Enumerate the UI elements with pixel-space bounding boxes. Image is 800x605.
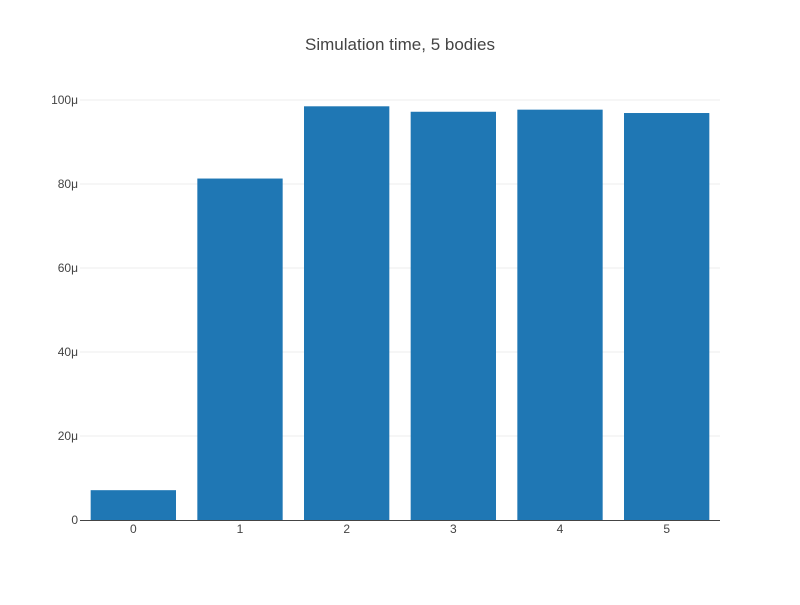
y-tick-label: 100μ <box>51 93 78 107</box>
y-tick-label: 0 <box>71 513 78 527</box>
x-tick-label: 2 <box>343 522 350 536</box>
bar[interactable] <box>517 109 603 520</box>
y-tick-label: 80μ <box>58 177 78 191</box>
x-tick-label: 3 <box>450 522 457 536</box>
bar[interactable] <box>624 113 710 521</box>
bars <box>90 106 710 521</box>
bar[interactable] <box>197 178 283 521</box>
bar[interactable] <box>90 490 176 520</box>
x-tick-label: 4 <box>557 522 564 536</box>
y-axis-ticks: 0 20μ 40μ 60μ 80μ 100μ <box>51 93 78 527</box>
y-tick-label: 20μ <box>58 429 78 443</box>
bar[interactable] <box>304 106 390 521</box>
x-tick-label: 5 <box>663 522 670 536</box>
x-tick-label: 0 <box>130 522 137 536</box>
x-axis-ticks: 0 1 2 3 4 5 <box>130 522 670 536</box>
chart-title: Simulation time, 5 bodies <box>305 35 495 54</box>
x-tick-label: 1 <box>237 522 244 536</box>
grid-lines <box>80 99 720 437</box>
bar[interactable] <box>410 111 496 520</box>
y-tick-label: 40μ <box>58 345 78 359</box>
y-tick-label: 60μ <box>58 261 78 275</box>
